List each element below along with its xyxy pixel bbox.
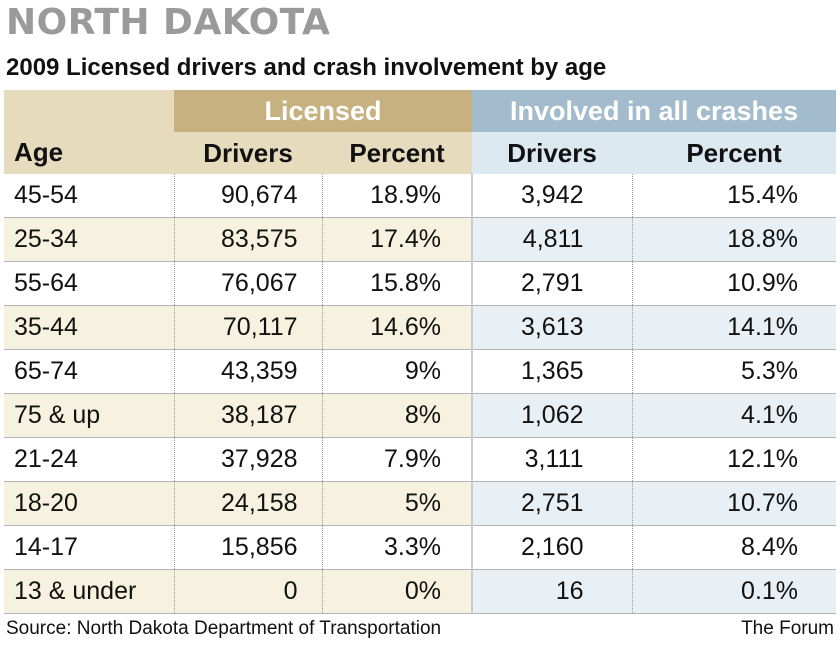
cell-crash-drivers: 3,942 <box>471 174 633 218</box>
cell-crash-percent: 5.3% <box>631 349 837 394</box>
cell-licensed-percent: 0% <box>321 569 473 614</box>
cell-age: 35-44 <box>4 305 174 350</box>
cell-licensed-percent: 8% <box>321 393 473 438</box>
cell-crash-percent: 18.8% <box>631 217 837 262</box>
table-row: 35-44 70,117 14.6% 3,613 14.1% <box>4 305 837 350</box>
cell-age: 18-20 <box>4 481 174 526</box>
cell-crash-percent: 0.1% <box>631 569 837 614</box>
cell-licensed-percent: 3.3% <box>321 525 473 570</box>
cell-licensed-drivers: 83,575 <box>173 217 322 262</box>
cell-crash-drivers: 2,751 <box>471 481 633 526</box>
cell-age: 55-64 <box>4 261 174 306</box>
cell-crash-percent: 10.9% <box>631 261 837 306</box>
table-row: 75 & up 38,187 8% 1,062 4.1% <box>4 393 837 438</box>
publisher-credit: The Forum <box>741 618 834 639</box>
cell-licensed-drivers: 90,674 <box>173 174 322 218</box>
header-licensed-drivers: Drivers <box>174 132 322 174</box>
cell-crash-percent: 14.1% <box>631 305 837 350</box>
cell-licensed-percent: 18.9% <box>321 174 473 218</box>
cell-licensed-drivers: 15,856 <box>173 525 322 570</box>
source-note: Source: North Dakota Department of Trans… <box>6 618 442 639</box>
group-header-crashes: Involved in all crashes <box>472 90 837 132</box>
cell-crash-drivers: 3,613 <box>471 305 633 350</box>
header-licensed-percent: Percent <box>322 132 473 174</box>
table-row: 21-24 37,928 7.9% 3,111 12.1% <box>4 437 837 482</box>
data-table: Age Licensed Involved in all crashes Dri… <box>4 90 837 614</box>
cell-crash-drivers: 4,811 <box>471 217 633 262</box>
cell-crash-drivers: 1,062 <box>471 393 633 438</box>
cell-crash-percent: 12.1% <box>631 437 837 482</box>
table-row: 55-64 76,067 15.8% 2,791 10.9% <box>4 261 837 306</box>
cell-crash-drivers: 2,791 <box>471 261 633 306</box>
table-body: 45-54 90,674 18.9% 3,942 15.4% 25-34 83,575 17.… <box>4 174 837 614</box>
cell-crash-percent: 10.7% <box>631 481 837 526</box>
cell-licensed-percent: 14.6% <box>321 305 473 350</box>
cell-age: 45-54 <box>4 174 174 218</box>
cell-licensed-drivers: 24,158 <box>173 481 322 526</box>
cell-crash-percent: 4.1% <box>631 393 837 438</box>
cell-age: 21-24 <box>4 437 174 482</box>
table-row: 45-54 90,674 18.9% 3,942 15.4% <box>4 174 837 218</box>
cell-licensed-percent: 7.9% <box>321 437 473 482</box>
cell-crash-drivers: 3,111 <box>471 437 633 482</box>
chart-subtitle: 2009 Licensed drivers and crash involvem… <box>6 54 607 81</box>
chart-title: NORTH DAKOTA <box>6 2 331 43</box>
table-row: 14-17 15,856 3.3% 2,160 8.4% <box>4 525 837 570</box>
table-row: 18-20 24,158 5% 2,751 10.7% <box>4 481 837 526</box>
cell-age: 14-17 <box>4 525 174 570</box>
header-crash-percent: Percent <box>632 132 837 174</box>
cell-crash-drivers: 16 <box>471 569 633 614</box>
cell-licensed-percent: 5% <box>321 481 473 526</box>
group-header-licensed: Licensed <box>174 90 473 132</box>
cell-licensed-drivers: 70,117 <box>173 305 322 350</box>
table-row: 25-34 83,575 17.4% 4,811 18.8% <box>4 217 837 262</box>
cell-licensed-drivers: 43,359 <box>173 349 322 394</box>
cell-licensed-drivers: 76,067 <box>173 261 322 306</box>
cell-crash-percent: 8.4% <box>631 525 837 570</box>
cell-licensed-percent: 15.8% <box>321 261 473 306</box>
cell-age: 25-34 <box>4 217 174 262</box>
cell-age: 13 & under <box>4 569 174 614</box>
cell-licensed-drivers: 37,928 <box>173 437 322 482</box>
cell-licensed-percent: 9% <box>321 349 473 394</box>
table-row: 13 & under 0 0% 16 0.1% <box>4 569 837 614</box>
header-crash-drivers: Drivers <box>472 132 633 174</box>
cell-crash-percent: 15.4% <box>631 174 837 218</box>
cell-age: 65-74 <box>4 349 174 394</box>
header-age: Age <box>4 90 174 174</box>
cell-licensed-drivers: 0 <box>173 569 322 614</box>
table-row: 65-74 43,359 9% 1,365 5.3% <box>4 349 837 394</box>
cell-licensed-drivers: 38,187 <box>173 393 322 438</box>
cell-licensed-percent: 17.4% <box>321 217 473 262</box>
cell-age: 75 & up <box>4 393 174 438</box>
cell-crash-drivers: 1,365 <box>471 349 633 394</box>
cell-crash-drivers: 2,160 <box>471 525 633 570</box>
